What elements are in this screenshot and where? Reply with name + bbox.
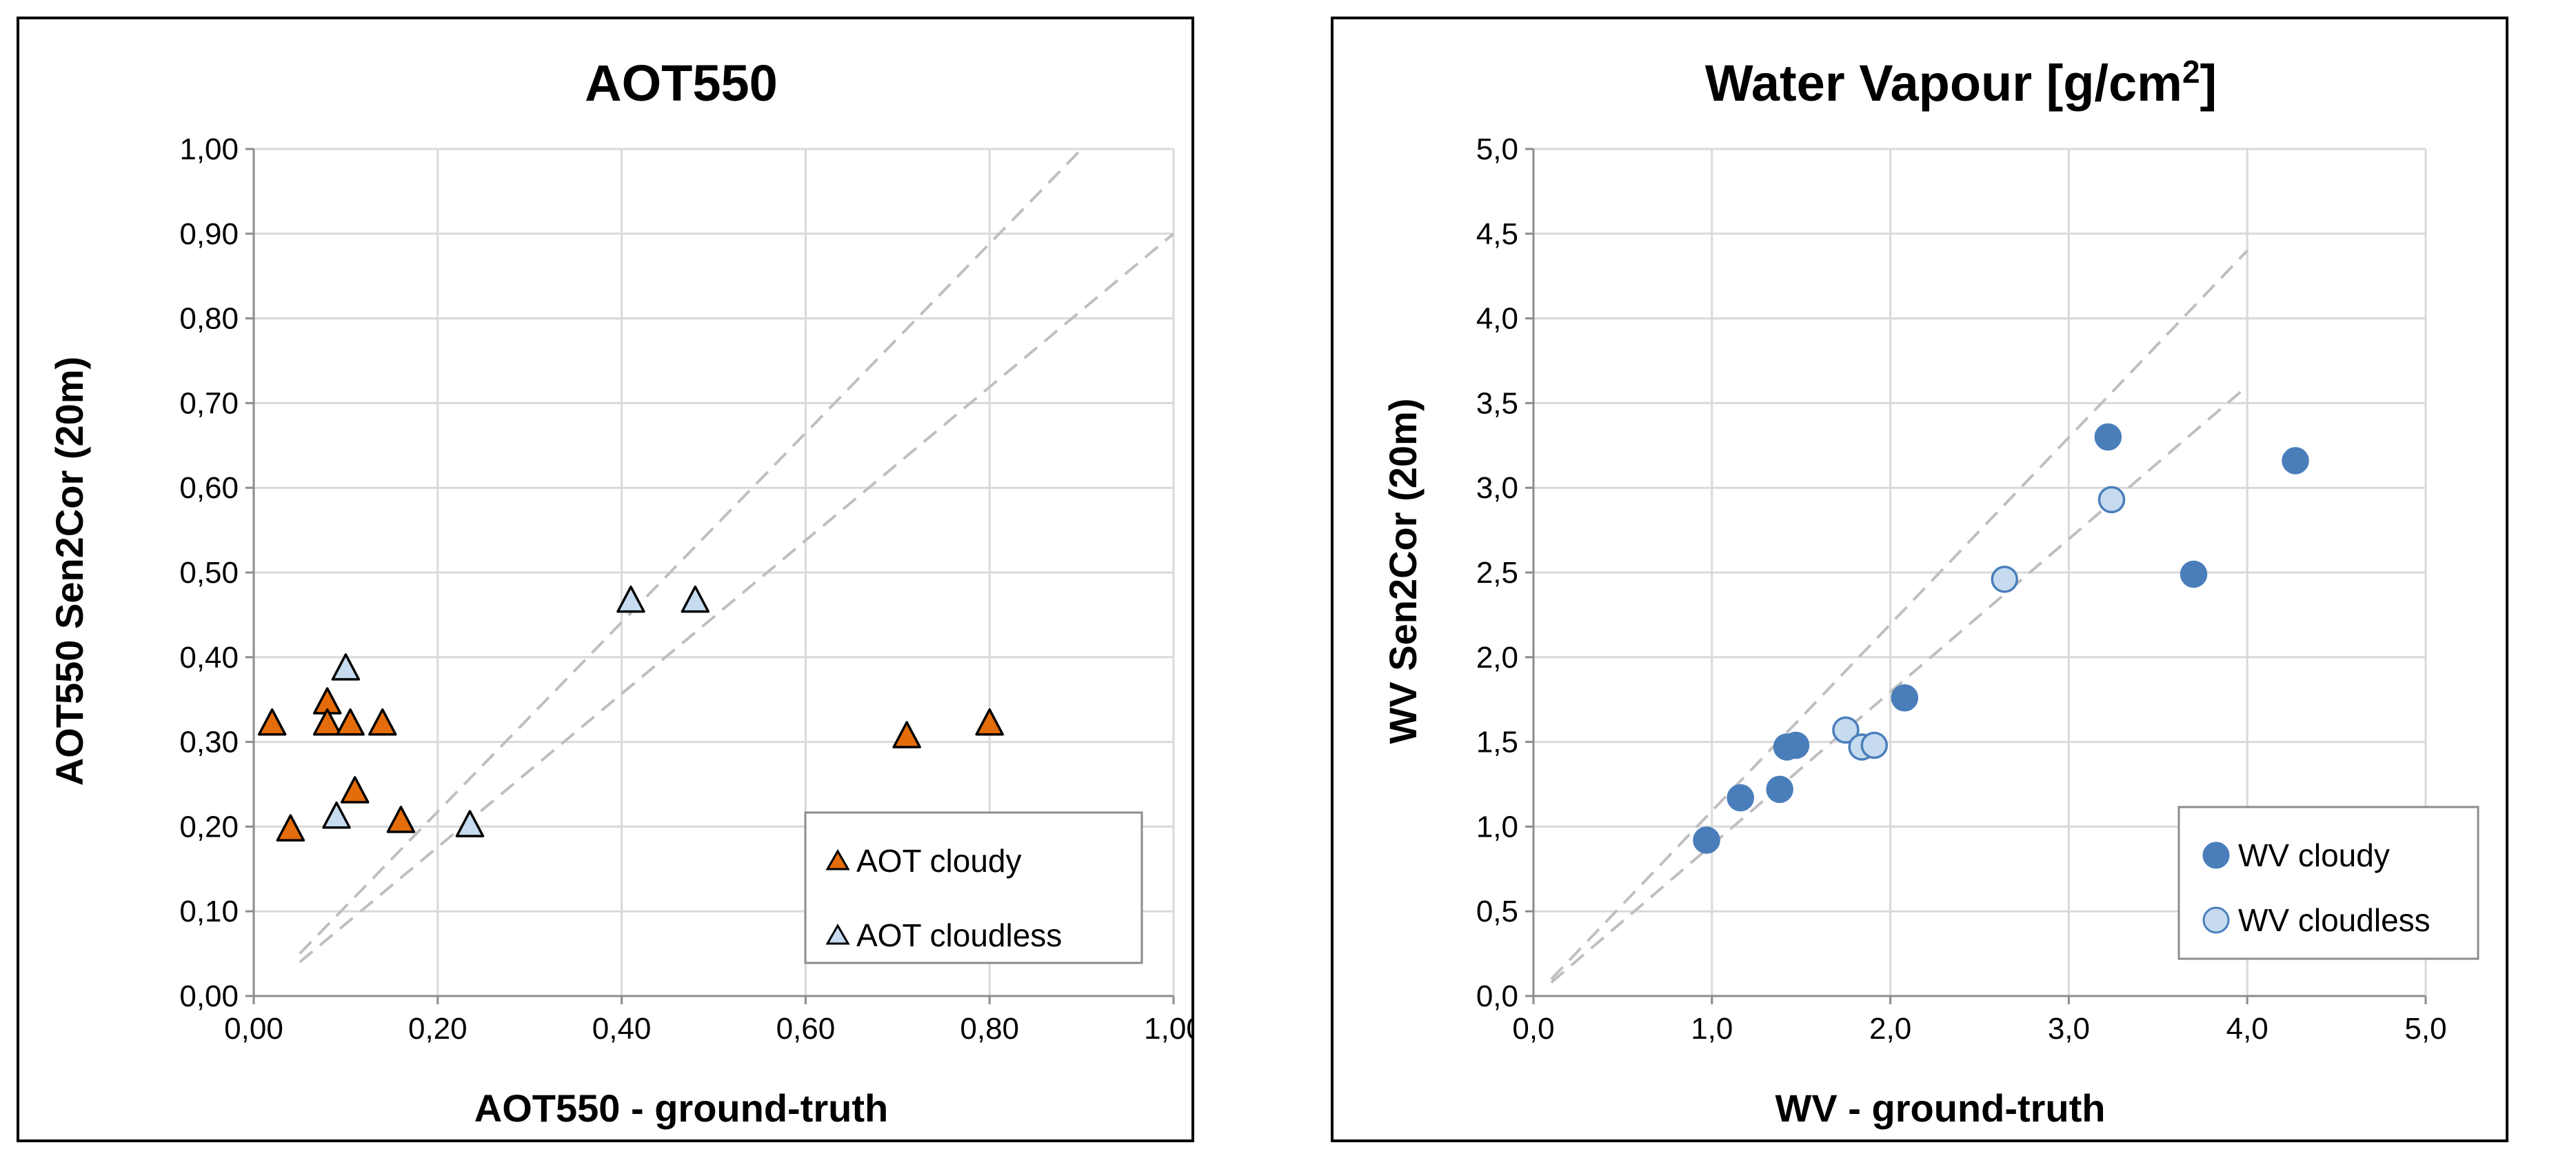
data-point-wv-cloudy (2094, 423, 2122, 451)
y-tick-label: 1,5 (1476, 726, 1518, 759)
data-point-aot-cloudless (455, 810, 485, 837)
data-point-aot-cloudless (331, 653, 361, 681)
data-point-wv-cloudless (2097, 486, 2126, 514)
data-point-wv-cloudy (1727, 784, 1754, 812)
data-point-aot-cloudy (276, 814, 305, 842)
y-tick-label: 0,70 (179, 386, 239, 420)
x-tick-label: 3,0 (2048, 1012, 2090, 1046)
y-axis-title: WV Sen2Cor (20m) (1381, 399, 1425, 744)
chart-title-main: Water Vapour [g/cm (1705, 54, 2182, 112)
y-tick-label: 2,0 (1476, 641, 1518, 675)
reference-line (299, 232, 1175, 964)
y-tick-label: 0,10 (179, 895, 239, 928)
y-tick-label: 0,5 (1476, 895, 1518, 928)
y-tick-label: 0,20 (179, 810, 239, 844)
chart-title-superscript: 2 (2182, 54, 2200, 90)
legend-label-aot-cloudy: AOT cloudy (856, 843, 1021, 879)
chart-title: AOT550 (585, 54, 778, 112)
legend-marker-aot-cloudy (825, 848, 850, 870)
x-tick-label: 2,0 (1869, 1012, 1911, 1046)
legend: AOT cloudy AOT cloudless (804, 811, 1143, 964)
x-tick-label: 4,0 (2226, 1012, 2268, 1046)
legend-box (2177, 806, 2479, 960)
data-point-aot-cloudy (975, 708, 1004, 736)
x-tick-label: 5,0 (2404, 1012, 2446, 1046)
y-axis-title: AOT550 Sen2Cor (20m) (48, 357, 91, 786)
legend-label-aot-cloudless: AOT cloudless (856, 917, 1062, 953)
data-point-aot-cloudy (257, 708, 287, 736)
data-point-wv-cloudless (1860, 731, 1889, 759)
x-tick-label: 0,00 (224, 1012, 283, 1046)
x-tick-label: 0,20 (408, 1012, 467, 1046)
data-point-aot-cloudy (368, 708, 397, 736)
x-tick-label: 0,60 (776, 1012, 836, 1046)
data-point-wv-cloudy (1891, 684, 1919, 712)
legend: WV cloudy WV cloudless (2177, 806, 2479, 960)
legend-label-wv-cloudless: WV cloudless (2238, 902, 2431, 938)
chart-title-end: ] (2200, 54, 2217, 112)
data-point-aot-cloudy (336, 708, 365, 736)
y-tick-label: 0,30 (179, 726, 239, 759)
legend-label-wv-cloudy: WV cloudy (2238, 837, 2390, 873)
x-axis-title: AOT550 - ground-truth (474, 1086, 888, 1130)
x-tick-label: 0,40 (592, 1012, 652, 1046)
y-tick-label: 3,5 (1476, 386, 1518, 420)
x-tick-label: 0,0 (1512, 1012, 1554, 1046)
legend-box (804, 811, 1143, 964)
data-point-wv-cloudy (2180, 560, 2208, 588)
data-point-wv-cloudy (1766, 775, 1793, 804)
data-point-aot-cloudless (322, 801, 351, 829)
data-point-aot-cloudy (386, 806, 416, 833)
chart-title: Water Vapour [g/cm2] (1705, 54, 2217, 112)
aot550-chart-panel: AOT550 0,00 0,20 0,40 0,60 0,80 1,00 0,00 0,10 0… (17, 17, 1194, 1142)
data-point-aot-cloudy (892, 721, 921, 748)
x-axis-title: WV - ground-truth (1775, 1086, 2106, 1130)
data-point-aot-cloudless (681, 585, 710, 613)
y-tick-label: 0,40 (179, 641, 239, 675)
x-tick-label: 1,00 (1144, 1012, 1191, 1046)
y-tick-label: 0,80 (179, 302, 239, 336)
y-tick-label: 3,0 (1476, 471, 1518, 505)
reference-line (299, 148, 1083, 955)
aot550-chart: AOT550 0,00 0,20 0,40 0,60 0,80 1,00 0,00 0,10 0… (48, 54, 1191, 1130)
y-tick-label: 0,60 (179, 471, 239, 505)
y-tick-label: 0,0 (1476, 979, 1518, 1013)
y-tick-label: 0,90 (179, 217, 239, 251)
legend-marker-wv-cloudy (2202, 842, 2230, 869)
water-vapour-chart-panel: Water Vapour [g/cm2] 0,0 1,0 2,0 3,0 4,0 5,0 0… (1331, 17, 2508, 1142)
y-tick-label: 1,0 (1476, 810, 1518, 844)
y-tick-label: 5,0 (1476, 132, 1518, 166)
data-point-aot-cloudy (340, 776, 370, 804)
y-tick-label: 0,50 (179, 556, 239, 590)
y-tick-label: 1,00 (179, 132, 239, 166)
data-point-wv-cloudy (2282, 447, 2309, 475)
data-point-wv-cloudy (1782, 731, 1810, 759)
data-point-aot-cloudy (312, 708, 342, 736)
data-point-wv-cloudy (1693, 826, 1720, 854)
legend-marker-wv-cloudless (2202, 906, 2230, 934)
legend-marker-aot-cloudless (825, 923, 850, 945)
y-tick-label: 0,00 (179, 979, 239, 1013)
reference-line (1550, 249, 2248, 980)
water-vapour-chart: Water Vapour [g/cm2] 0,0 1,0 2,0 3,0 4,0 5,0 0… (1381, 54, 2479, 1130)
y-tick-label: 4,5 (1476, 217, 1518, 251)
x-tick-label: 0,80 (960, 1012, 1019, 1046)
y-tick-label: 2,5 (1476, 556, 1518, 590)
reference-line (1550, 385, 2248, 984)
data-point-wv-cloudless (1832, 716, 1860, 744)
x-tick-label: 1,0 (1691, 1012, 1733, 1046)
data-point-wv-cloudless (1991, 566, 2018, 593)
data-point-aot-cloudless (616, 585, 645, 613)
y-tick-label: 4,0 (1476, 302, 1518, 336)
